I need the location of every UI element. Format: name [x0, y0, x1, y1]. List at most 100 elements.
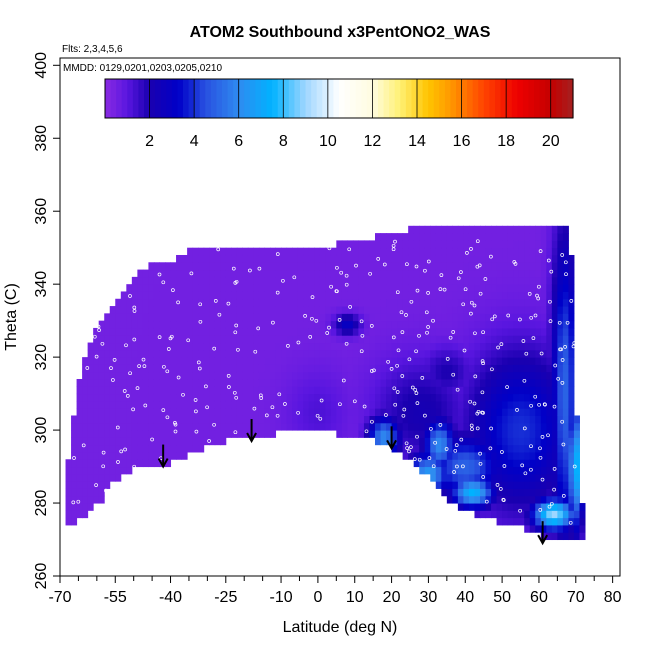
heatmap-cell [148, 444, 155, 453]
heatmap-cell [452, 342, 459, 351]
heatmap-cell [275, 342, 282, 351]
heatmap-cell [209, 357, 216, 365]
heatmap-cell [573, 481, 580, 489]
heatmap-cell [264, 320, 271, 329]
heatmap-cell [468, 320, 475, 329]
heatmap-cell [380, 254, 387, 263]
heatmap-cell [441, 254, 448, 263]
heatmap-cell [402, 240, 409, 249]
heatmap-cell [236, 408, 243, 416]
heatmap-cell [491, 422, 498, 431]
heatmap-cell [71, 415, 78, 424]
heatmap-cell [408, 269, 415, 278]
heatmap-cell [457, 400, 464, 409]
heatmap-cell [341, 262, 348, 271]
heatmap-cell [540, 320, 547, 329]
heatmap-cell [430, 233, 437, 241]
heatmap-cell [198, 422, 205, 431]
heatmap-cell [93, 444, 100, 453]
heatmap-cell [336, 357, 343, 365]
heatmap-cell [308, 371, 315, 380]
heatmap-cell [568, 393, 575, 402]
heatmap-cell [496, 349, 503, 358]
heatmap-cell [231, 349, 238, 358]
heatmap-cell [562, 510, 569, 519]
heatmap-cell [419, 466, 426, 475]
heatmap-cell [507, 247, 514, 256]
heatmap-cell [109, 386, 116, 395]
heatmap-cell [468, 495, 475, 504]
heatmap-cell [507, 510, 514, 519]
heatmap-cell [170, 408, 177, 416]
heatmap-cell [441, 320, 448, 329]
sample-point [415, 401, 420, 405]
heatmap-cell [507, 262, 514, 271]
heatmap-cell [253, 262, 260, 271]
heatmap-cell [446, 379, 453, 387]
heatmap-cell [236, 400, 243, 409]
heatmap-cell [380, 349, 387, 358]
heatmap-cell [551, 225, 558, 234]
heatmap-cell [463, 386, 470, 395]
sample-point [275, 252, 280, 256]
heatmap-cell [474, 451, 481, 460]
heatmap-cell [480, 466, 487, 475]
heatmap-cell [258, 342, 265, 351]
sample-point [413, 387, 418, 392]
heatmap-cell [286, 408, 293, 416]
heatmap-cell [120, 313, 127, 322]
heatmap-cell [297, 284, 304, 292]
heatmap-cell [557, 233, 564, 241]
heatmap-cell [391, 349, 398, 358]
heatmap-cell [562, 444, 569, 453]
heatmap-cell [452, 262, 459, 271]
heatmap-cell [391, 313, 398, 322]
heatmap-cell [502, 481, 509, 489]
heatmap-cell [397, 357, 404, 365]
heatmap-cell [430, 408, 437, 416]
heatmap-cell [214, 408, 221, 416]
heatmap-cell [551, 262, 558, 271]
heatmap-cell [153, 269, 160, 278]
heatmap-cell [496, 364, 503, 373]
heatmap-cell [115, 327, 122, 336]
heatmap-cell [557, 342, 564, 351]
heatmap-cell [413, 306, 420, 314]
heatmap-cell [507, 254, 514, 263]
heatmap-cell [319, 313, 326, 322]
heatmap-cell [153, 313, 160, 322]
heatmap-cell [491, 284, 498, 292]
heatmap-cell [247, 408, 254, 416]
sample-point [444, 447, 449, 451]
heatmap-cell [430, 444, 437, 453]
heatmap-cell [82, 371, 89, 380]
sample-point [415, 434, 419, 439]
heatmap-cell [153, 451, 160, 460]
heatmap-cell [485, 430, 492, 438]
heatmap-cell [557, 364, 564, 373]
heatmap-cell [286, 364, 293, 373]
heatmap-cell [176, 371, 183, 380]
heatmap-cell [286, 349, 293, 358]
heatmap-cell [126, 364, 133, 373]
heatmap-cell [557, 415, 564, 424]
heatmap-cell [375, 437, 382, 446]
heatmap-cell [446, 393, 453, 402]
heatmap-cell [308, 386, 315, 395]
sample-point [565, 320, 570, 325]
heatmap-cell [153, 276, 160, 285]
heatmap-cell [397, 320, 404, 329]
heatmap-cell [513, 481, 520, 489]
heatmap-cell [347, 349, 354, 358]
colorbar-cell [205, 79, 212, 118]
heatmap-cell [297, 313, 304, 322]
heatmap-cell [187, 371, 194, 380]
heatmap-cell [375, 306, 382, 314]
heatmap-cell [247, 386, 254, 395]
heatmap-cell [524, 444, 531, 453]
sample-point [395, 390, 400, 394]
heatmap-cell [181, 306, 188, 314]
heatmap-cell [82, 451, 89, 460]
sample-point [325, 331, 330, 335]
heatmap-cell [524, 451, 531, 460]
